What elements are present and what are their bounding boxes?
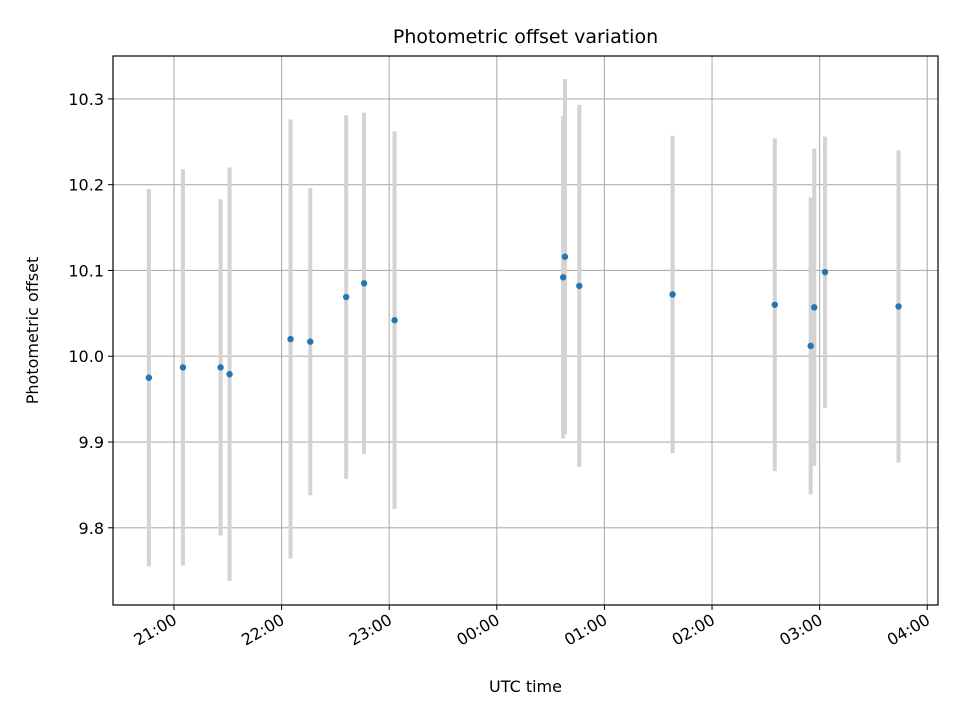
data-point: [669, 291, 676, 298]
chart-title: Photometric offset variation: [393, 26, 658, 48]
data-point: [360, 280, 368, 287]
data-point: [217, 364, 224, 371]
x-tick-label: 21:00: [131, 610, 180, 650]
y-tick-label: 10.1: [68, 261, 104, 280]
data-points: [145, 253, 902, 381]
x-tick-label: 03:00: [776, 610, 825, 650]
grid-lines: [113, 56, 938, 605]
plot-frame: [112, 55, 939, 606]
data-point: [895, 303, 902, 310]
data-point: [559, 274, 567, 281]
y-axis-label: Photometric offset: [23, 257, 42, 405]
data-point: [576, 282, 583, 290]
data-point: [145, 374, 153, 381]
data-point: [226, 371, 233, 378]
data-point: [811, 304, 818, 311]
data-point: [307, 338, 314, 345]
x-tick-label: 00:00: [453, 610, 502, 650]
x-tick-label: 04:00: [884, 610, 933, 650]
axis-ticks: 21:00 22:00 23:00 00:00 01:00 02:00 03:00 04:00…: [68, 90, 933, 650]
y-tick-label: 10.3: [68, 90, 104, 109]
data-point: [771, 301, 778, 308]
x-tick-label: 02:00: [669, 610, 718, 650]
data-point: [807, 342, 814, 350]
data-point: [287, 335, 294, 343]
data-point: [561, 253, 569, 260]
y-tick-label: 10.0: [68, 347, 104, 366]
y-tick-label: 9.8: [79, 519, 104, 538]
x-tick-label: 01:00: [561, 610, 610, 650]
x-tick-label: 22:00: [238, 610, 287, 650]
y-tick-label: 9.9: [79, 433, 104, 452]
x-tick-label: 23:00: [346, 610, 395, 650]
data-point: [179, 364, 187, 371]
x-axis-label: UTC time: [489, 677, 562, 696]
data-point: [342, 293, 350, 301]
data-point: [821, 268, 829, 276]
y-tick-label: 10.2: [68, 176, 104, 195]
data-point: [391, 317, 398, 324]
error-bars: [146, 79, 901, 581]
